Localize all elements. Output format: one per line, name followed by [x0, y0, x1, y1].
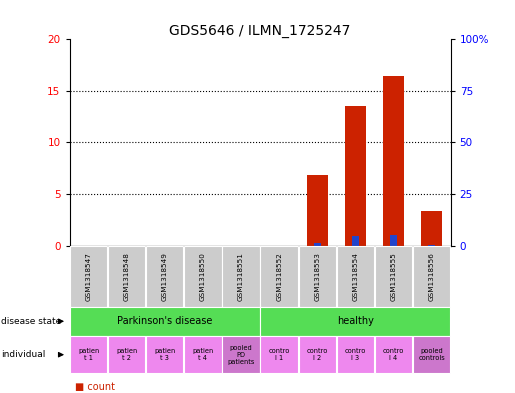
Bar [383, 76, 404, 246]
Bar [314, 242, 321, 246]
Bar [222, 336, 260, 373]
Bar [299, 246, 336, 307]
Bar [261, 336, 298, 373]
Text: contro
l 3: contro l 3 [345, 348, 366, 361]
Text: Parkinson's disease: Parkinson's disease [117, 316, 213, 326]
Bar [70, 336, 107, 373]
Text: ■ count: ■ count [75, 382, 115, 392]
Text: patien
t 1: patien t 1 [78, 348, 99, 361]
Bar [345, 107, 366, 246]
Bar [146, 246, 183, 307]
Bar [421, 211, 442, 246]
Text: patien
t 4: patien t 4 [192, 348, 214, 361]
Title: GDS5646 / ILMN_1725247: GDS5646 / ILMN_1725247 [169, 24, 351, 38]
Bar [108, 336, 145, 373]
Bar [299, 336, 336, 373]
Text: pooled
controls: pooled controls [418, 348, 445, 361]
Text: GSM1318555: GSM1318555 [390, 252, 397, 301]
Text: individual: individual [1, 350, 45, 359]
Text: GSM1318548: GSM1318548 [124, 252, 130, 301]
Text: GSM1318552: GSM1318552 [276, 252, 282, 301]
Bar [390, 235, 397, 246]
Text: GSM1318556: GSM1318556 [428, 252, 435, 301]
Bar [413, 246, 450, 307]
Bar [337, 246, 374, 307]
Bar [70, 307, 260, 336]
Bar [375, 336, 412, 373]
Text: GSM1318547: GSM1318547 [85, 252, 92, 301]
Text: disease state: disease state [1, 317, 61, 326]
Text: contro
l 1: contro l 1 [268, 348, 290, 361]
Bar [428, 244, 435, 246]
Bar [184, 246, 221, 307]
Bar [184, 336, 221, 373]
Text: GSM1318550: GSM1318550 [200, 252, 206, 301]
Bar [146, 336, 183, 373]
Bar [307, 175, 328, 246]
Text: healthy: healthy [337, 316, 374, 326]
Bar [261, 246, 298, 307]
Bar [413, 336, 450, 373]
Text: contro
l 4: contro l 4 [383, 348, 404, 361]
Bar [222, 246, 260, 307]
Bar [108, 246, 145, 307]
Text: patien
t 2: patien t 2 [116, 348, 138, 361]
Bar [261, 307, 450, 336]
Text: GSM1318551: GSM1318551 [238, 252, 244, 301]
Text: contro
l 2: contro l 2 [306, 348, 328, 361]
Bar [70, 246, 107, 307]
Text: GSM1318554: GSM1318554 [352, 252, 358, 301]
Text: GSM1318549: GSM1318549 [162, 252, 168, 301]
Text: patien
t 3: patien t 3 [154, 348, 176, 361]
Bar [375, 246, 412, 307]
Bar [337, 336, 374, 373]
Text: pooled
PD
patients: pooled PD patients [227, 345, 255, 365]
Bar [352, 236, 359, 246]
Text: GSM1318553: GSM1318553 [314, 252, 320, 301]
